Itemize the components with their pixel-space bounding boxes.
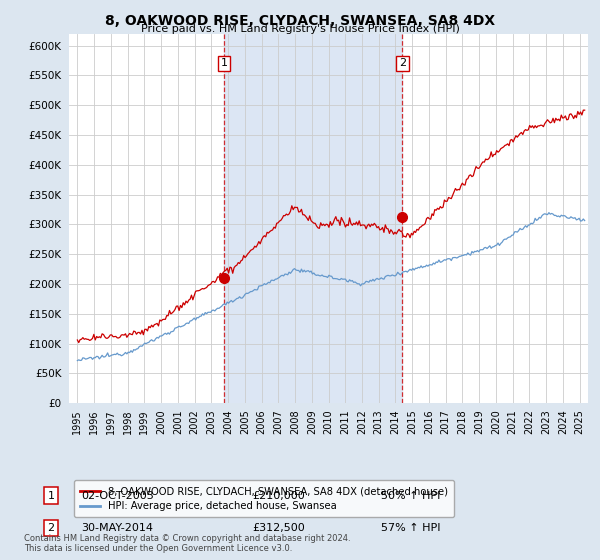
- Text: £210,000: £210,000: [252, 491, 305, 501]
- Text: 02-OCT-2003: 02-OCT-2003: [81, 491, 154, 501]
- Text: Price paid vs. HM Land Registry's House Price Index (HPI): Price paid vs. HM Land Registry's House …: [140, 24, 460, 34]
- Text: 2: 2: [47, 523, 55, 533]
- Text: 1: 1: [220, 58, 227, 68]
- Legend: 8, OAKWOOD RISE, CLYDACH, SWANSEA, SA8 4DX (detached house), HPI: Average price,: 8, OAKWOOD RISE, CLYDACH, SWANSEA, SA8 4…: [74, 480, 454, 517]
- Text: £312,500: £312,500: [252, 523, 305, 533]
- Text: 8, OAKWOOD RISE, CLYDACH, SWANSEA, SA8 4DX: 8, OAKWOOD RISE, CLYDACH, SWANSEA, SA8 4…: [105, 14, 495, 28]
- Text: 30-MAY-2014: 30-MAY-2014: [81, 523, 153, 533]
- Text: 50% ↑ HPI: 50% ↑ HPI: [381, 491, 440, 501]
- Bar: [224, 34, 403, 403]
- Text: 1: 1: [47, 491, 55, 501]
- Text: 57% ↑ HPI: 57% ↑ HPI: [381, 523, 440, 533]
- Text: 2: 2: [399, 58, 406, 68]
- Text: Contains HM Land Registry data © Crown copyright and database right 2024.
This d: Contains HM Land Registry data © Crown c…: [24, 534, 350, 553]
